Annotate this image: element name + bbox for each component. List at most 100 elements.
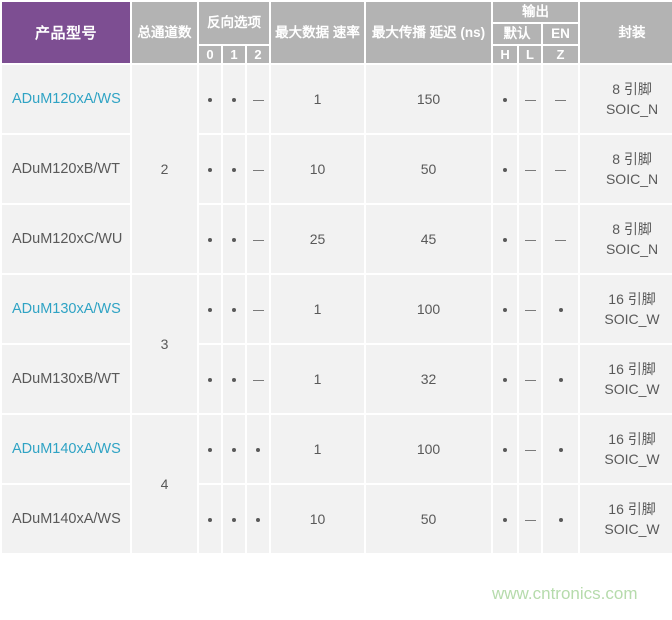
product-selection-table: 产品型号 总通道数 反向选项 最大数据 速率 最大传播 延迟 (ns) 输出 封… — [0, 0, 672, 556]
output-z-cell — [543, 135, 579, 204]
dot-marker-icon — [503, 168, 508, 173]
part-number-link[interactable]: ADuM140xA/WS — [2, 415, 130, 484]
part-number-link[interactable]: ADuM120xA/WS — [2, 65, 130, 134]
header-output-h: H — [493, 46, 518, 64]
dot-marker-icon — [232, 448, 236, 453]
package-type: SOIC_N — [605, 171, 659, 188]
table-row: ADuM140xA/WS 10 50 16 引脚 SOIC_W — [2, 485, 672, 554]
site-watermark: www.cntronics.com — [492, 584, 638, 603]
dot-marker-icon — [558, 378, 563, 383]
dash-marker-icon — [252, 379, 264, 382]
output-l-cell — [519, 485, 542, 554]
dot-marker-icon — [503, 448, 508, 453]
total-channels-value: 4 — [132, 415, 197, 554]
table-row: ADuM140xA/WS 4 1 100 16 引脚 SOIC_W — [2, 415, 672, 554]
reverse-option-1-cell — [223, 415, 245, 484]
reverse-option-1-cell — [223, 135, 245, 204]
output-l-cell — [519, 205, 542, 274]
dot-marker-icon — [256, 518, 260, 523]
output-h-cell — [493, 205, 518, 274]
dash-marker-icon — [524, 169, 536, 172]
output-z-cell — [543, 415, 579, 484]
package-pin-count: 8 引脚 — [612, 151, 652, 168]
reverse-option-0-cell — [199, 345, 221, 414]
package-pin-count: 8 引脚 — [612, 81, 652, 98]
dot-marker-icon — [503, 308, 508, 313]
dash-marker-icon — [555, 169, 567, 172]
max-data-rate-value: 1 — [271, 65, 365, 134]
dot-marker-icon — [232, 308, 236, 313]
dash-marker-icon — [524, 99, 536, 102]
reverse-option-2-cell — [247, 65, 270, 134]
dash-marker-icon — [524, 309, 536, 312]
package-value: 8 引脚 SOIC_N — [580, 135, 672, 204]
dash-marker-icon — [524, 379, 536, 382]
dot-marker-icon — [208, 238, 212, 243]
reverse-option-0-cell — [199, 275, 221, 344]
package-pin-count: 16 引脚 — [608, 431, 656, 448]
dash-marker-icon — [252, 239, 264, 242]
package-pin-count: 16 引脚 — [608, 501, 656, 518]
dot-marker-icon — [208, 518, 212, 523]
header-reverse-2: 2 — [247, 46, 270, 64]
reverse-option-0-cell — [199, 135, 221, 204]
part-number-link[interactable]: ADuM130xA/WS — [2, 275, 130, 344]
package-type: SOIC_W — [604, 451, 660, 468]
package-value: 16 引脚 SOIC_W — [580, 485, 672, 554]
package-value: 16 引脚 SOIC_W — [580, 275, 672, 344]
dot-marker-icon — [208, 448, 212, 453]
package-value: 16 引脚 SOIC_W — [580, 415, 672, 484]
reverse-option-2-cell — [247, 135, 270, 204]
output-l-cell — [519, 275, 542, 344]
output-h-cell — [493, 485, 518, 554]
dash-marker-icon — [524, 239, 536, 242]
reverse-option-0-cell — [199, 205, 221, 274]
package-value: 8 引脚 SOIC_N — [580, 205, 672, 274]
table-row: ADuM120xA/WS 2 1 150 8 引脚 SOIC_N — [2, 65, 672, 274]
reverse-option-1-cell — [223, 485, 245, 554]
total-channels-value: 3 — [132, 275, 197, 414]
header-output: 输出 — [493, 2, 579, 23]
reverse-option-2-cell — [247, 485, 270, 554]
dash-marker-icon — [524, 449, 536, 452]
header-total-channels: 总通道数 — [132, 2, 197, 64]
output-h-cell — [493, 275, 518, 344]
dash-marker-icon — [524, 519, 536, 522]
reverse-option-2-cell — [247, 205, 270, 274]
output-h-cell — [493, 65, 518, 134]
dash-marker-icon — [252, 309, 264, 312]
package-type: SOIC_W — [604, 521, 660, 538]
dot-marker-icon — [208, 98, 212, 103]
table-body: ADuM120xA/WS 2 1 150 8 引脚 SOIC_N ADuM120xB/WT 1… — [2, 65, 672, 554]
package-type: SOIC_W — [604, 381, 660, 398]
reverse-option-2-cell — [247, 345, 270, 414]
header-output-l: L — [519, 46, 542, 64]
table-row: ADuM130xA/WS 3 1 100 16 引脚 SOIC_W — [2, 275, 672, 414]
reverse-option-1-cell — [223, 275, 245, 344]
dash-marker-icon — [555, 239, 567, 242]
header-reverse-1: 1 — [223, 46, 245, 64]
output-h-cell — [493, 415, 518, 484]
output-z-cell — [543, 275, 579, 344]
part-number-text: ADuM140xA/WS — [2, 485, 130, 554]
header-max-data-rate: 最大数据 速率 — [271, 2, 365, 64]
dash-marker-icon — [252, 169, 264, 172]
reverse-option-2-cell — [247, 415, 270, 484]
max-prop-delay-value: 100 — [366, 275, 492, 344]
dot-marker-icon — [208, 168, 212, 173]
output-l-cell — [519, 135, 542, 204]
reverse-option-2-cell — [247, 275, 270, 344]
output-h-cell — [493, 345, 518, 414]
package-type: SOIC_N — [605, 241, 659, 258]
max-data-rate-value: 1 — [271, 275, 365, 344]
part-number-text: ADuM120xC/WU — [2, 205, 130, 274]
output-l-cell — [519, 65, 542, 134]
reverse-option-0-cell — [199, 485, 221, 554]
header-package: 封装 — [580, 2, 672, 64]
package-type: SOIC_N — [605, 101, 659, 118]
max-data-rate-value: 1 — [271, 345, 365, 414]
header-reverse-options: 反向选项 — [199, 2, 270, 45]
header-row-1: 产品型号 总通道数 反向选项 最大数据 速率 最大传播 延迟 (ns) 输出 封… — [2, 2, 672, 64]
total-channels-value: 2 — [132, 65, 197, 274]
dot-marker-icon — [232, 518, 236, 523]
